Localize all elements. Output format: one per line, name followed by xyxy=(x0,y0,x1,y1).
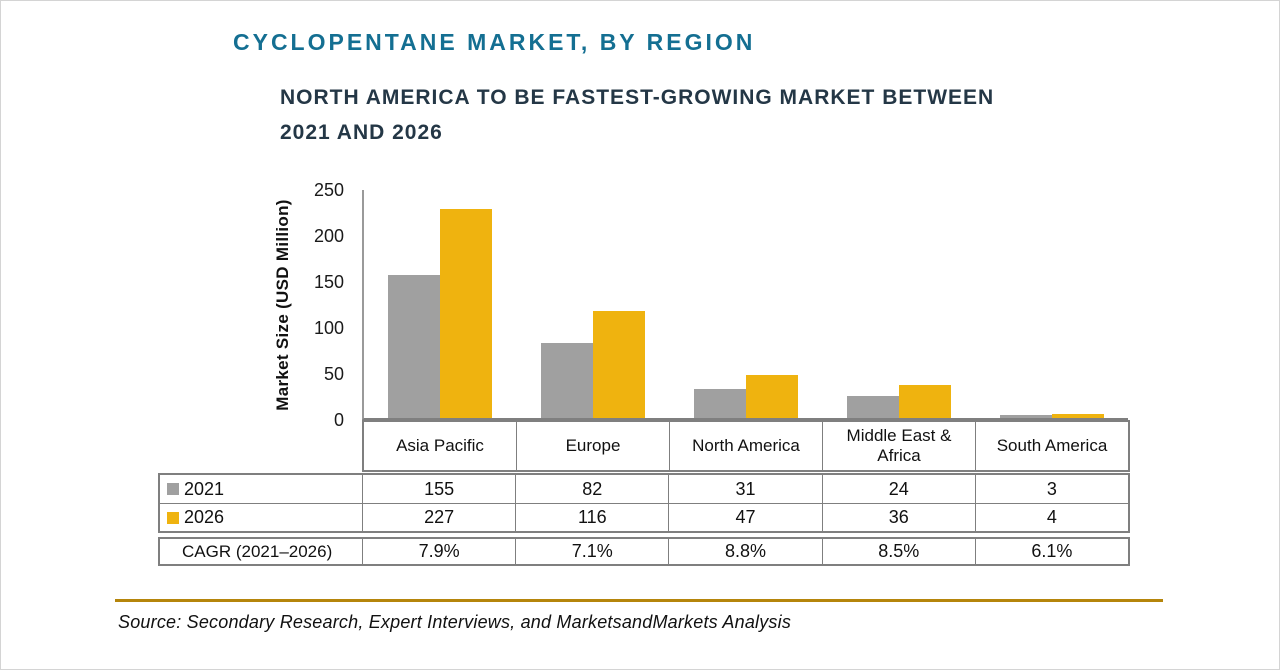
bar-2026 xyxy=(745,375,798,418)
bar-2026 xyxy=(440,209,493,418)
value-cell: 4 xyxy=(974,504,1128,531)
category-header-cell: North America xyxy=(669,422,822,470)
y-axis-tick-labels: 0 50 100 150 200 250 xyxy=(292,180,352,430)
cagr-row: CAGR (2021–2026) 7.9% 7.1% 8.8% 8.5% 6.1… xyxy=(158,537,1130,566)
series-label: 2021 xyxy=(184,478,225,499)
series-label-cell: 2021 xyxy=(160,475,362,503)
value-cell: 36 xyxy=(821,504,975,531)
category-header-cell: South America xyxy=(975,422,1128,470)
chart-subtitle-line1: NORTH AMERICA TO BE FASTEST-GROWING MARK… xyxy=(280,86,995,109)
chart-title: CYCLOPENTANE MARKET, BY REGION xyxy=(233,29,756,55)
y-tick-label: 0 xyxy=(333,410,344,430)
category-header-row: Asia Pacific Europe North America Middle… xyxy=(362,420,1130,472)
cagr-label: CAGR (2021–2026) xyxy=(182,541,333,561)
divider-rule xyxy=(115,599,1163,602)
bar-2026 xyxy=(898,385,951,418)
cagr-value-cell: 8.5% xyxy=(821,539,975,564)
y-tick-label: 150 xyxy=(313,272,344,292)
cagr-value-cell: 7.1% xyxy=(515,539,668,564)
cagr-value-cell: 8.8% xyxy=(668,539,821,564)
value-cell: 155 xyxy=(362,475,515,503)
y-tick-label: 50 xyxy=(323,364,344,384)
category-header-cell: Middle East & Africa xyxy=(822,422,975,470)
bar-2021 xyxy=(541,343,594,418)
series-values-table: 2021 155 82 31 24 3 2026 227 116 47 36 4 xyxy=(158,473,1130,533)
bar-2021 xyxy=(388,275,441,418)
legend-swatch-2026 xyxy=(167,511,179,524)
bar-2026 xyxy=(593,311,646,418)
value-cell: 227 xyxy=(362,504,515,531)
value-cell: 24 xyxy=(821,475,975,503)
table-row-2021: 2021 155 82 31 24 3 xyxy=(160,475,1128,503)
bar-2021 xyxy=(693,389,746,418)
chart-subtitle: NORTH AMERICA TO BE FASTEST-GROWING MARK… xyxy=(280,80,994,150)
cagr-value-cell: 7.9% xyxy=(362,539,515,564)
value-cell: 47 xyxy=(668,504,821,531)
series-label-cell: 2026 xyxy=(160,504,362,531)
category-header-cell: Europe xyxy=(516,422,669,470)
bar-group-middle-east-africa xyxy=(822,190,975,418)
bar-group-asia-pacific xyxy=(364,190,517,418)
bar-2026 xyxy=(1051,414,1104,418)
table-row-2026: 2026 227 116 47 36 4 xyxy=(160,503,1128,531)
category-header-cell: Asia Pacific xyxy=(396,436,484,455)
bar-group-north-america xyxy=(670,190,823,418)
y-tick-label: 200 xyxy=(313,226,344,246)
chart-subtitle-line2: 2021 AND 2026 xyxy=(280,121,443,144)
value-cell: 31 xyxy=(668,475,821,503)
bar-group-europe xyxy=(517,190,670,418)
bar-2021 xyxy=(999,415,1052,418)
y-tick-label: 100 xyxy=(313,318,344,338)
value-cell: 3 xyxy=(974,475,1128,503)
series-label: 2026 xyxy=(184,507,225,527)
y-axis-title: Market Size (USD Million) xyxy=(273,199,292,411)
legend-swatch-2021 xyxy=(167,483,179,495)
plot-area xyxy=(362,190,1128,420)
source-note: Source: Secondary Research, Expert Inter… xyxy=(118,612,792,632)
value-cell: 82 xyxy=(515,475,668,503)
bar-group-south-america xyxy=(975,190,1128,418)
y-tick-label: 250 xyxy=(313,180,344,200)
cagr-value-cell: 6.1% xyxy=(974,539,1128,564)
bar-2021 xyxy=(846,396,899,418)
value-cell: 116 xyxy=(515,504,668,531)
